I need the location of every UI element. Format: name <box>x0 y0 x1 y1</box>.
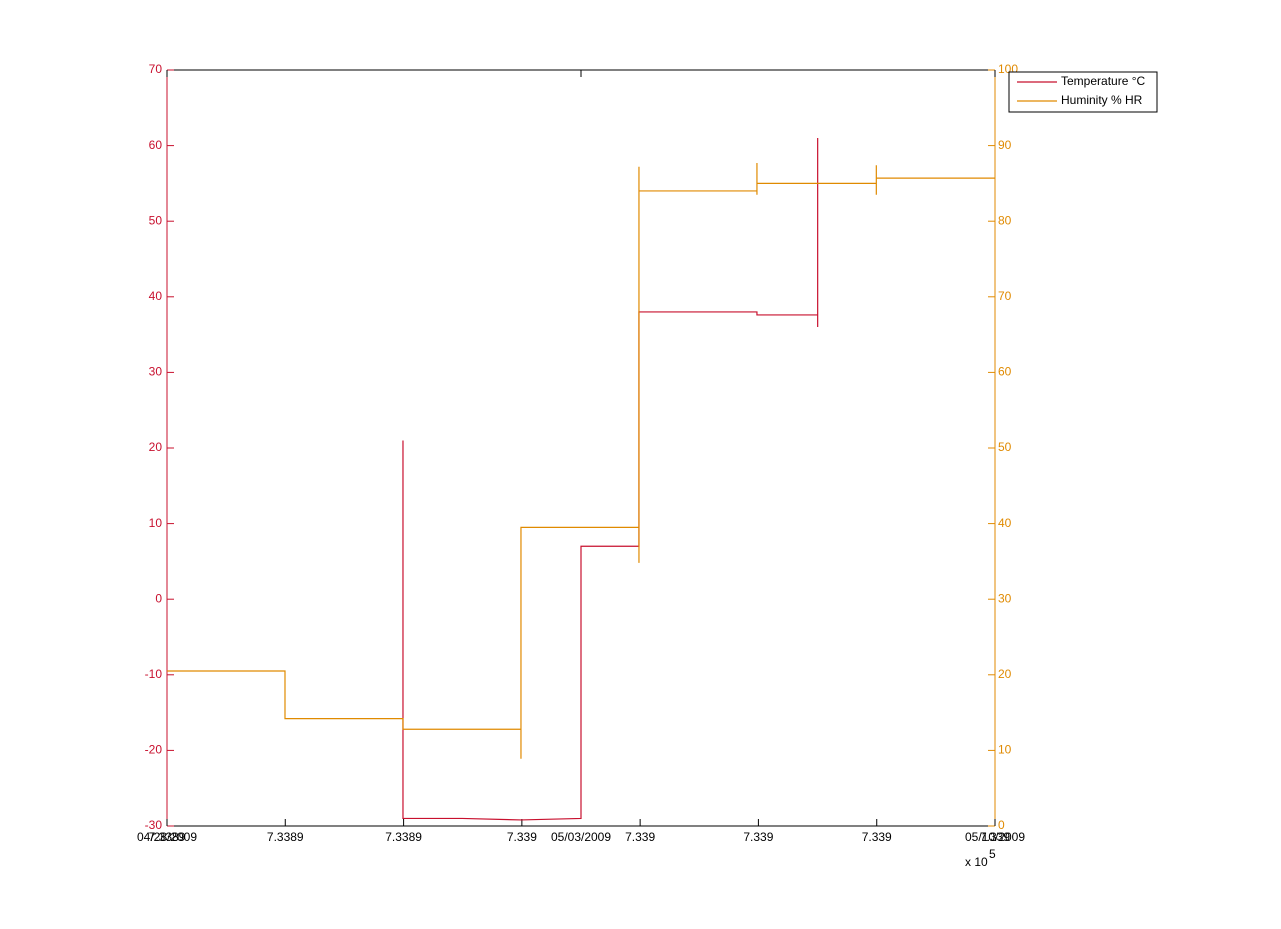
y2-tick-label: 20 <box>998 667 1012 681</box>
x-tick-label: 7.339 <box>862 830 892 844</box>
y2-tick-label: 10 <box>998 743 1012 757</box>
x-tick-label: 7.3389 <box>385 830 422 844</box>
y2-tick-label: 30 <box>998 591 1012 605</box>
y2-tick-label: 80 <box>998 213 1012 227</box>
x-tick-label: 7.3389 <box>149 830 186 844</box>
y-tick-label: 30 <box>149 365 163 379</box>
y-tick-label: 60 <box>149 138 163 152</box>
x2-tick-label: 04/28/2009 <box>137 830 197 844</box>
y-tick-label: 10 <box>149 516 163 530</box>
x-multiplier: x 10 <box>965 855 988 869</box>
y2-tick-label: 70 <box>998 289 1012 303</box>
y-tick-label: 0 <box>155 591 162 605</box>
y2-tick-label: 40 <box>998 516 1012 530</box>
x-tick-label: 7.339 <box>507 830 537 844</box>
legend-box <box>1008 71 1158 113</box>
x2-tick-label: 05/03/2009 <box>551 830 611 844</box>
y-tick-label: 20 <box>149 440 163 454</box>
y-tick-label: -10 <box>145 667 163 681</box>
y-tick-label: 40 <box>149 289 163 303</box>
x2-tick-label: 05/10/2009 <box>965 830 1025 844</box>
legend-label: Temperature °C <box>1061 74 1145 88</box>
y-tick-label: 50 <box>149 213 163 227</box>
x-tick-label: 7.339 <box>980 830 1010 844</box>
y-tick-label: -30 <box>145 818 163 832</box>
y2-tick-label: 0 <box>998 818 1005 832</box>
y2-tick-label: 60 <box>998 365 1012 379</box>
y2-tick-label: 50 <box>998 440 1012 454</box>
y2-tick-label: 90 <box>998 138 1012 152</box>
x-tick-label: 7.3389 <box>267 830 304 844</box>
y-tick-label: -20 <box>145 743 163 757</box>
y-tick-label: 70 <box>149 62 163 76</box>
x-exponent: 5 <box>989 847 996 861</box>
series-line <box>167 162 995 759</box>
x-tick-label: 7.339 <box>625 830 655 844</box>
x-tick-label: 7.339 <box>743 830 773 844</box>
legend-label: Huminity % HR <box>1061 93 1143 107</box>
